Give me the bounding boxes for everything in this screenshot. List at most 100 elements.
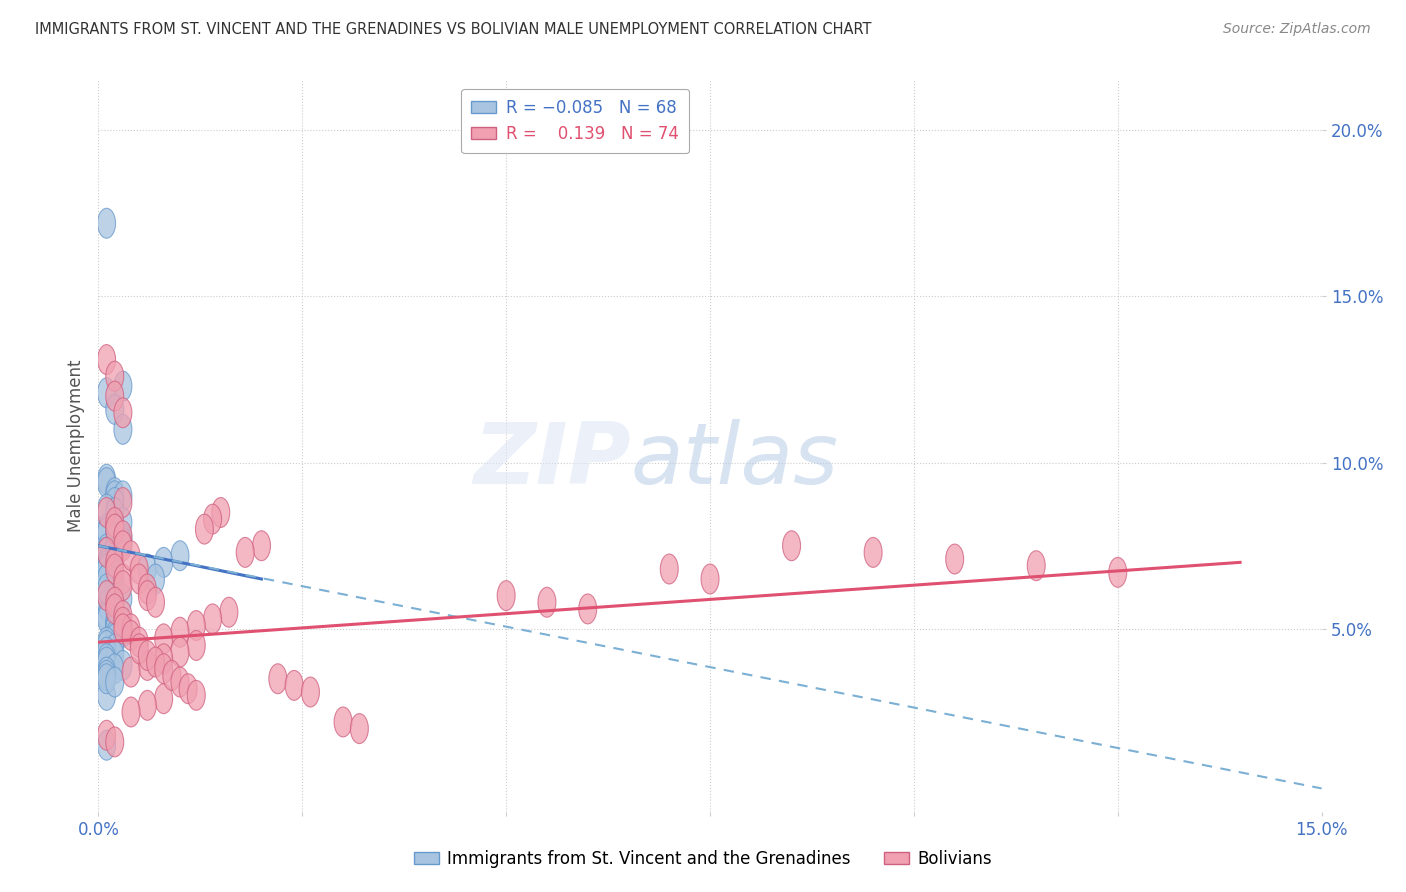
Ellipse shape — [105, 567, 124, 598]
Ellipse shape — [105, 571, 124, 600]
Ellipse shape — [163, 660, 181, 690]
Ellipse shape — [97, 208, 115, 238]
Ellipse shape — [138, 650, 156, 681]
Ellipse shape — [114, 398, 132, 427]
Ellipse shape — [105, 361, 124, 391]
Legend: Immigrants from St. Vincent and the Grenadines, Bolivians: Immigrants from St. Vincent and the Gren… — [408, 844, 998, 875]
Ellipse shape — [122, 697, 141, 727]
Ellipse shape — [97, 648, 115, 677]
Ellipse shape — [131, 564, 148, 594]
Ellipse shape — [105, 727, 124, 756]
Ellipse shape — [131, 554, 148, 584]
Ellipse shape — [97, 627, 115, 657]
Ellipse shape — [105, 607, 124, 637]
Ellipse shape — [97, 600, 115, 631]
Ellipse shape — [122, 541, 141, 571]
Ellipse shape — [97, 537, 115, 567]
Ellipse shape — [105, 598, 124, 627]
Ellipse shape — [114, 617, 132, 648]
Ellipse shape — [105, 614, 124, 644]
Ellipse shape — [105, 621, 124, 650]
Ellipse shape — [97, 550, 115, 581]
Ellipse shape — [105, 488, 124, 517]
Ellipse shape — [122, 614, 141, 644]
Ellipse shape — [105, 508, 124, 537]
Ellipse shape — [105, 541, 124, 571]
Ellipse shape — [138, 581, 156, 610]
Ellipse shape — [865, 537, 882, 567]
Ellipse shape — [219, 598, 238, 627]
Ellipse shape — [97, 591, 115, 621]
Ellipse shape — [172, 541, 188, 571]
Ellipse shape — [114, 650, 132, 681]
Ellipse shape — [97, 581, 115, 610]
Ellipse shape — [105, 561, 124, 591]
Ellipse shape — [97, 467, 115, 498]
Ellipse shape — [301, 677, 319, 707]
Ellipse shape — [172, 637, 188, 667]
Ellipse shape — [97, 344, 115, 375]
Ellipse shape — [114, 521, 132, 550]
Ellipse shape — [105, 624, 124, 654]
Ellipse shape — [155, 624, 173, 654]
Ellipse shape — [97, 564, 115, 594]
Ellipse shape — [946, 544, 963, 574]
Ellipse shape — [187, 631, 205, 660]
Ellipse shape — [212, 498, 229, 527]
Ellipse shape — [105, 511, 124, 541]
Ellipse shape — [146, 587, 165, 617]
Ellipse shape — [138, 640, 156, 671]
Ellipse shape — [114, 415, 132, 444]
Ellipse shape — [97, 731, 115, 760]
Ellipse shape — [105, 634, 124, 664]
Ellipse shape — [97, 554, 115, 584]
Ellipse shape — [105, 587, 124, 617]
Ellipse shape — [105, 610, 124, 640]
Ellipse shape — [195, 514, 214, 544]
Ellipse shape — [498, 581, 515, 610]
Ellipse shape — [97, 637, 115, 667]
Text: ZIP: ZIP — [472, 419, 630, 502]
Ellipse shape — [97, 660, 115, 690]
Ellipse shape — [105, 667, 124, 697]
Ellipse shape — [350, 714, 368, 744]
Ellipse shape — [105, 477, 124, 508]
Ellipse shape — [172, 617, 188, 648]
Ellipse shape — [114, 564, 132, 594]
Ellipse shape — [253, 531, 270, 561]
Ellipse shape — [155, 548, 173, 577]
Ellipse shape — [97, 498, 115, 527]
Ellipse shape — [661, 554, 678, 584]
Ellipse shape — [146, 648, 165, 677]
Ellipse shape — [236, 537, 254, 567]
Ellipse shape — [579, 594, 596, 624]
Ellipse shape — [105, 521, 124, 550]
Ellipse shape — [1109, 558, 1126, 587]
Ellipse shape — [105, 514, 124, 544]
Ellipse shape — [131, 634, 148, 664]
Ellipse shape — [97, 574, 115, 604]
Ellipse shape — [335, 707, 352, 737]
Ellipse shape — [702, 564, 718, 594]
Ellipse shape — [538, 587, 555, 617]
Ellipse shape — [97, 548, 115, 577]
Ellipse shape — [97, 517, 115, 548]
Ellipse shape — [269, 664, 287, 694]
Text: IMMIGRANTS FROM ST. VINCENT AND THE GRENADINES VS BOLIVIAN MALE UNEMPLOYMENT COR: IMMIGRANTS FROM ST. VINCENT AND THE GREN… — [35, 22, 872, 37]
Ellipse shape — [204, 604, 222, 634]
Ellipse shape — [105, 481, 124, 511]
Ellipse shape — [114, 607, 132, 637]
Ellipse shape — [114, 508, 132, 537]
Ellipse shape — [114, 531, 132, 561]
Ellipse shape — [105, 654, 124, 683]
Ellipse shape — [114, 614, 132, 644]
Ellipse shape — [97, 657, 115, 687]
Ellipse shape — [114, 600, 132, 631]
Ellipse shape — [97, 494, 115, 524]
Ellipse shape — [97, 604, 115, 634]
Ellipse shape — [105, 640, 124, 671]
Ellipse shape — [114, 527, 132, 558]
Ellipse shape — [122, 621, 141, 650]
Ellipse shape — [131, 627, 148, 657]
Ellipse shape — [97, 537, 115, 567]
